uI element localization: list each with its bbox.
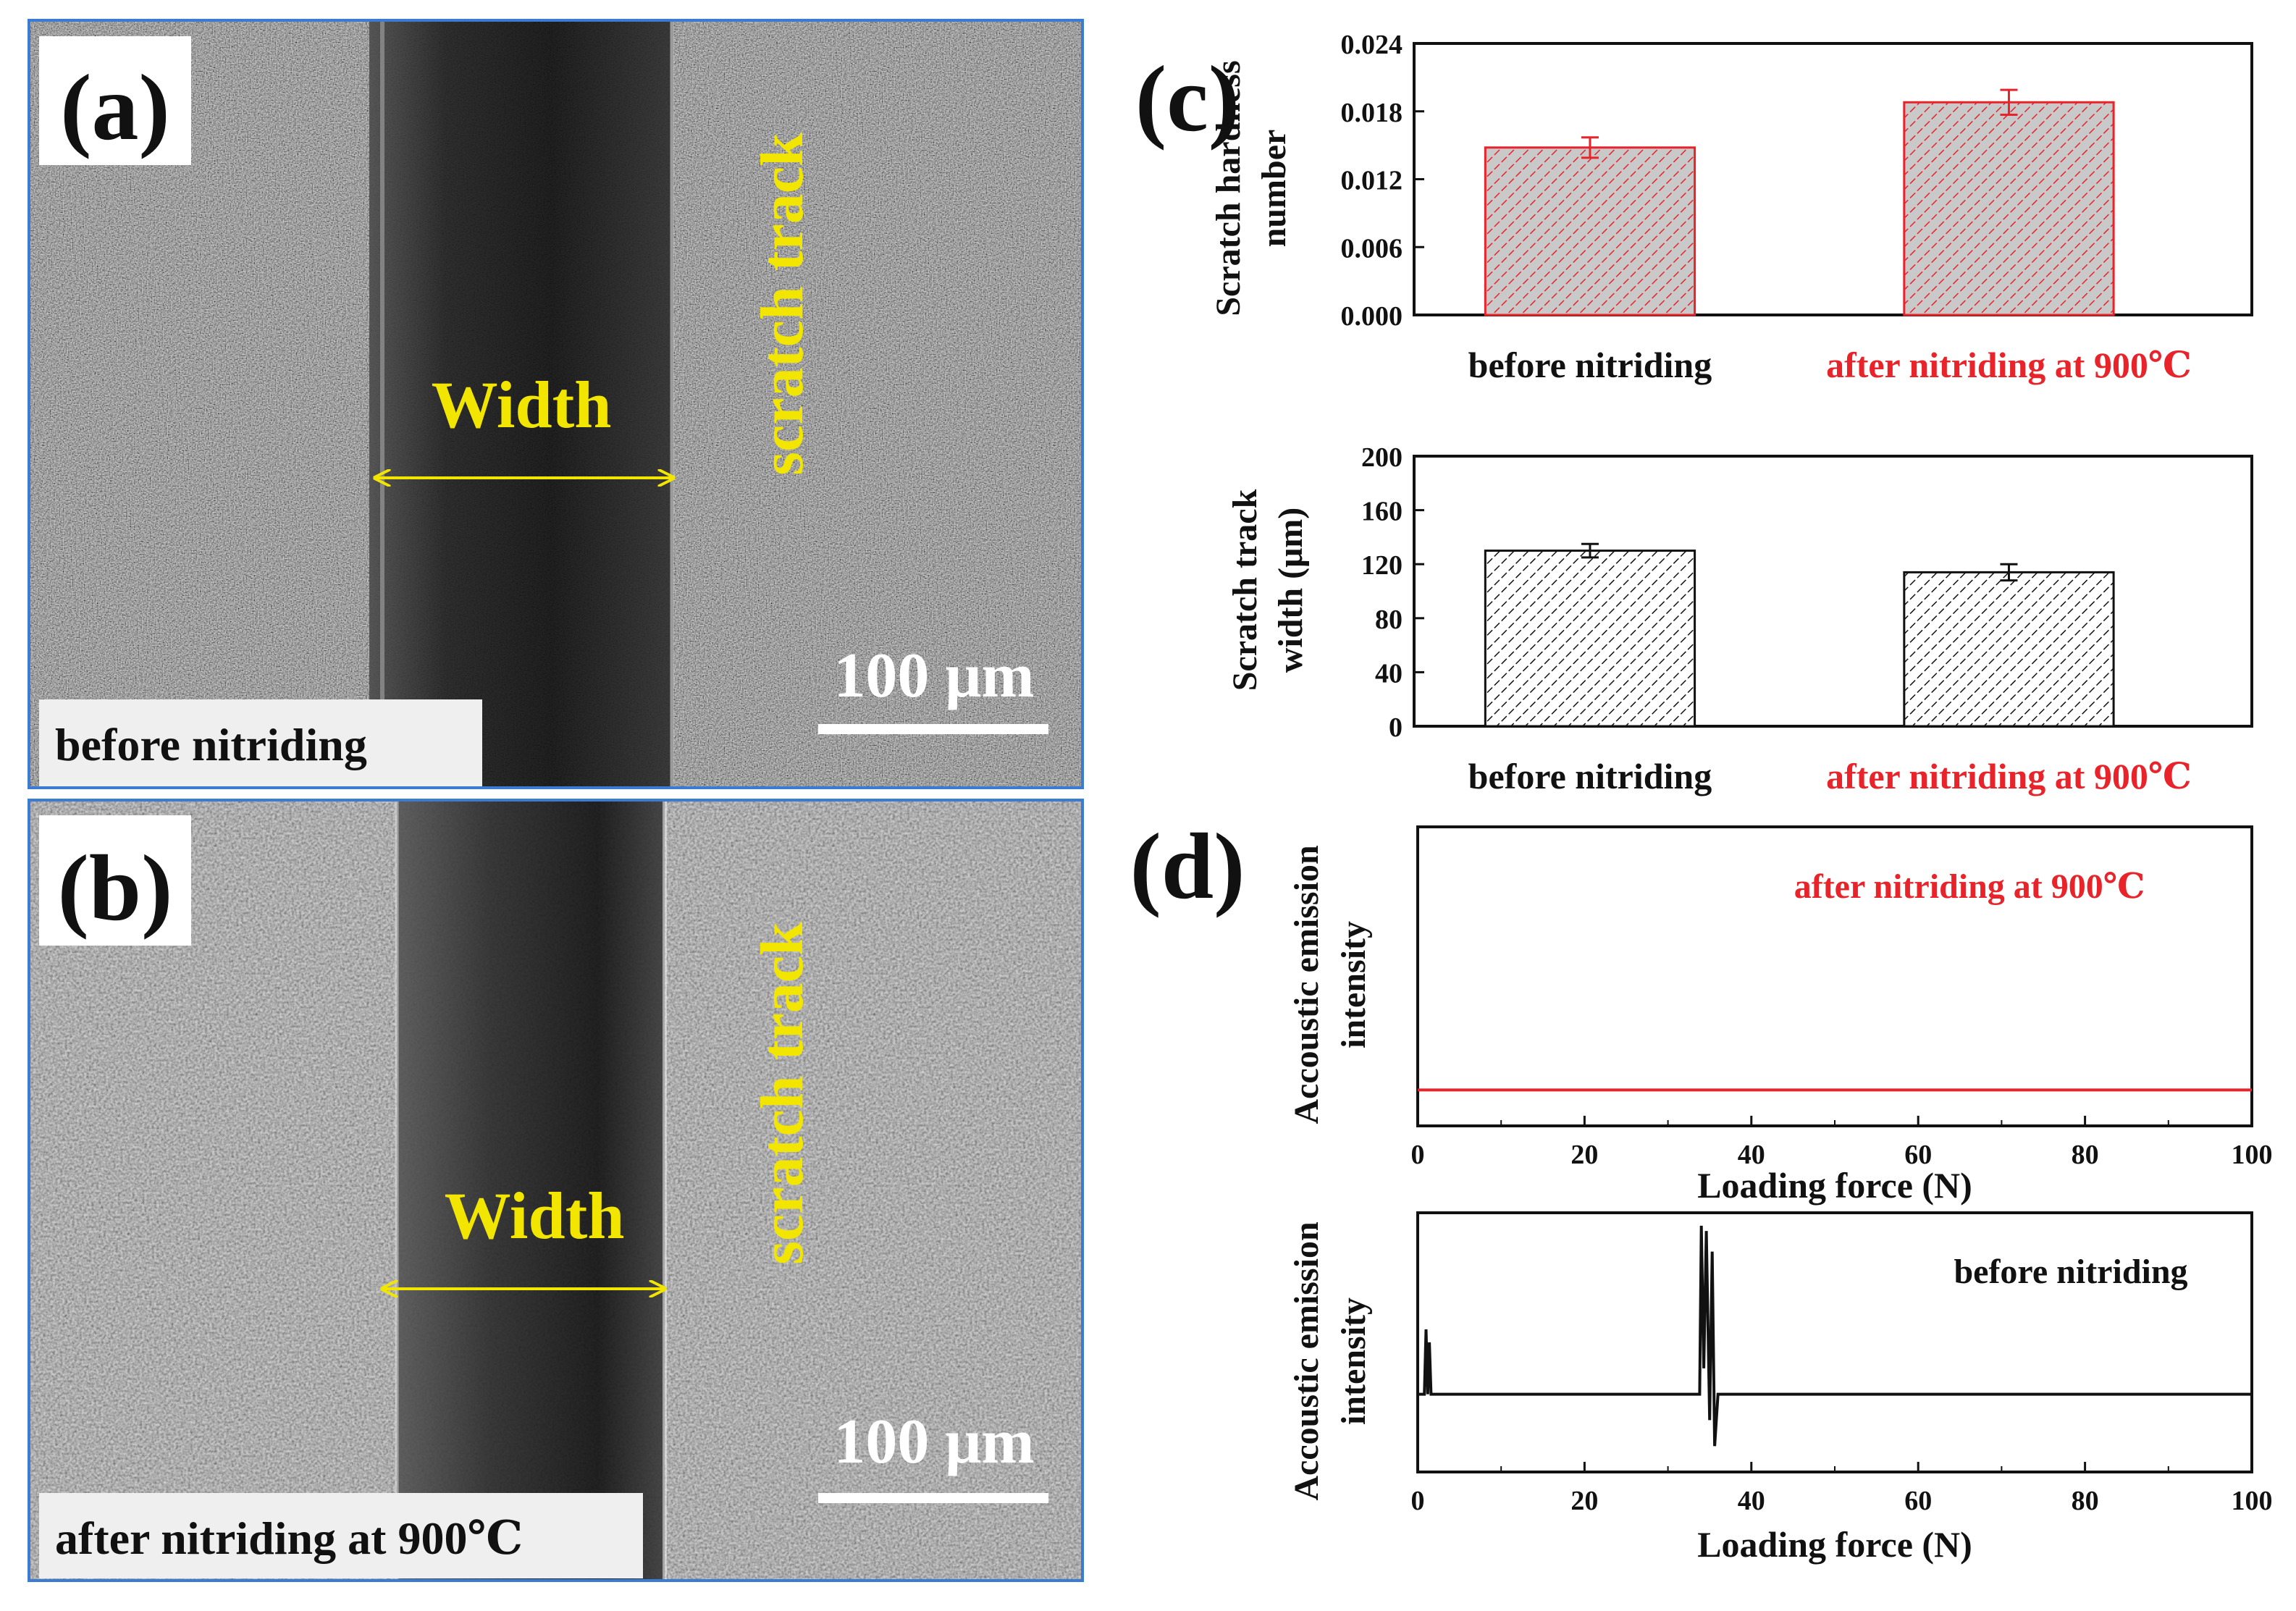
scratch-track-label-a: scratch track <box>749 133 816 476</box>
scratch-track-label-b: scratch track <box>749 922 816 1265</box>
label-box-a <box>39 36 191 165</box>
panel-label-c: (c) <box>1135 47 1240 151</box>
ae-before-xtick-label: 20 <box>1570 1486 1598 1516</box>
hardness-ytick-label: 0.018 <box>1341 98 1403 128</box>
hardness-chart: Scratch hardness number 0.000 0.006 0.012 0… <box>1209 30 2253 385</box>
ae-after-xtick-label: 40 <box>1738 1140 1765 1170</box>
scale-bar-label-b: 100 μm <box>833 1407 1034 1477</box>
hardness-ylabel-2: number <box>1255 130 1293 248</box>
width-ytick-label: 40 <box>1375 658 1403 689</box>
ae-after-xtick-label: 80 <box>2072 1140 2099 1170</box>
panel-label-d: (d) <box>1130 815 1245 919</box>
width-ytick-label: 80 <box>1375 605 1403 635</box>
ae-before-xtick-label: 40 <box>1738 1486 1765 1516</box>
ae-before-ylabel-1: Accoustic emission <box>1287 1221 1326 1500</box>
hardness-ytick-label: 0.012 <box>1341 166 1403 196</box>
ae-before-annotation: before nitriding <box>1954 1253 2187 1291</box>
panel-a: (a) Width scratch track 100 μm before ni… <box>28 19 1084 789</box>
ae-before-xtick-label: 60 <box>1904 1486 1932 1516</box>
hardness-category-label: before nitriding <box>1468 345 1712 385</box>
ae-after-annotation: after nitriding at 900℃ <box>1794 867 2145 906</box>
ae-before-xlabel: Loading force (N) <box>1697 1524 1972 1565</box>
ae-after-xtick-label: 60 <box>1904 1140 1932 1170</box>
scale-bar-b <box>818 1493 1048 1503</box>
panel-label-a: (a) <box>60 56 170 160</box>
scale-bar-label-a: 100 μm <box>833 641 1034 711</box>
hardness-ytick-label: 0.006 <box>1341 233 1403 264</box>
frame-a <box>28 19 1084 789</box>
caption-a: before nitriding <box>55 719 367 770</box>
width-label-a: Width <box>432 368 612 442</box>
ae-after-ylabel-2: intensity <box>1334 921 1373 1048</box>
ae-after-xtick-label: 100 <box>2232 1140 2273 1170</box>
width-ytick-label: 160 <box>1361 497 1403 527</box>
caption-box-b <box>39 1493 643 1578</box>
ae-before-xtick-label: 0 <box>1411 1486 1425 1516</box>
label-box-b <box>39 815 191 946</box>
width-category-label: after nitriding at 900℃ <box>1826 756 2192 796</box>
hardness-bar <box>1903 101 2115 316</box>
ae-after-chart: Accoustic emission intensity Loading for… <box>1287 825 2273 1206</box>
ae-before-xtick-label: 80 <box>2072 1486 2099 1516</box>
scale-bar-a <box>818 724 1048 734</box>
hardness-ytick-label: 0.000 <box>1341 301 1403 332</box>
width-bar <box>1903 571 2115 728</box>
scratch-track-region-b <box>397 800 665 1581</box>
panel-label-b: (b) <box>58 836 173 941</box>
hardness-bar <box>1484 146 1696 316</box>
width-plot-frame <box>1413 455 2253 728</box>
caption-b: after nitriding at 900℃ <box>55 1513 523 1564</box>
ae-after-xlabel: Loading force (N) <box>1697 1165 1972 1206</box>
width-ytick-label: 0 <box>1389 712 1403 743</box>
hardness-ytick-label: 0.024 <box>1341 30 1403 60</box>
panel-b: (b) Width scratch track 100 μm after nit… <box>28 799 1084 1582</box>
hardness-category-label: after nitriding at 900℃ <box>1826 345 2192 385</box>
width-ylabel-1: Scratch track <box>1226 489 1264 691</box>
width-ylabel-2: width (μm) <box>1271 508 1310 673</box>
ae-before-chart: Accoustic emission intensity Loading for… <box>1287 1211 2273 1565</box>
ae-before-xtick-label: 100 <box>2232 1486 2273 1516</box>
ae-after-xtick-label: 20 <box>1570 1140 1598 1170</box>
width-ytick-label: 200 <box>1361 442 1403 473</box>
width-chart: Scratch track width (μm) 0 40 80 120 160 200 b… <box>1226 442 2253 796</box>
caption-box-a <box>39 699 482 786</box>
width-bar <box>1484 550 1696 728</box>
width-label-b: Width <box>445 1179 625 1253</box>
width-ytick-label: 120 <box>1361 550 1403 581</box>
ae-after-ylabel-1: Accoustic emission <box>1287 845 1326 1124</box>
scratch-track-region-a <box>369 20 673 788</box>
ae-before-plot-frame <box>1416 1211 2253 1473</box>
frame-b <box>28 799 1084 1582</box>
ae-before-ylabel-2: intensity <box>1334 1297 1373 1425</box>
ae-before-series-line <box>1418 1225 2252 1447</box>
ae-after-xtick-label: 0 <box>1411 1140 1425 1170</box>
width-category-label: before nitriding <box>1468 756 1712 796</box>
hardness-ylabel-1: Scratch hardness <box>1209 60 1248 316</box>
